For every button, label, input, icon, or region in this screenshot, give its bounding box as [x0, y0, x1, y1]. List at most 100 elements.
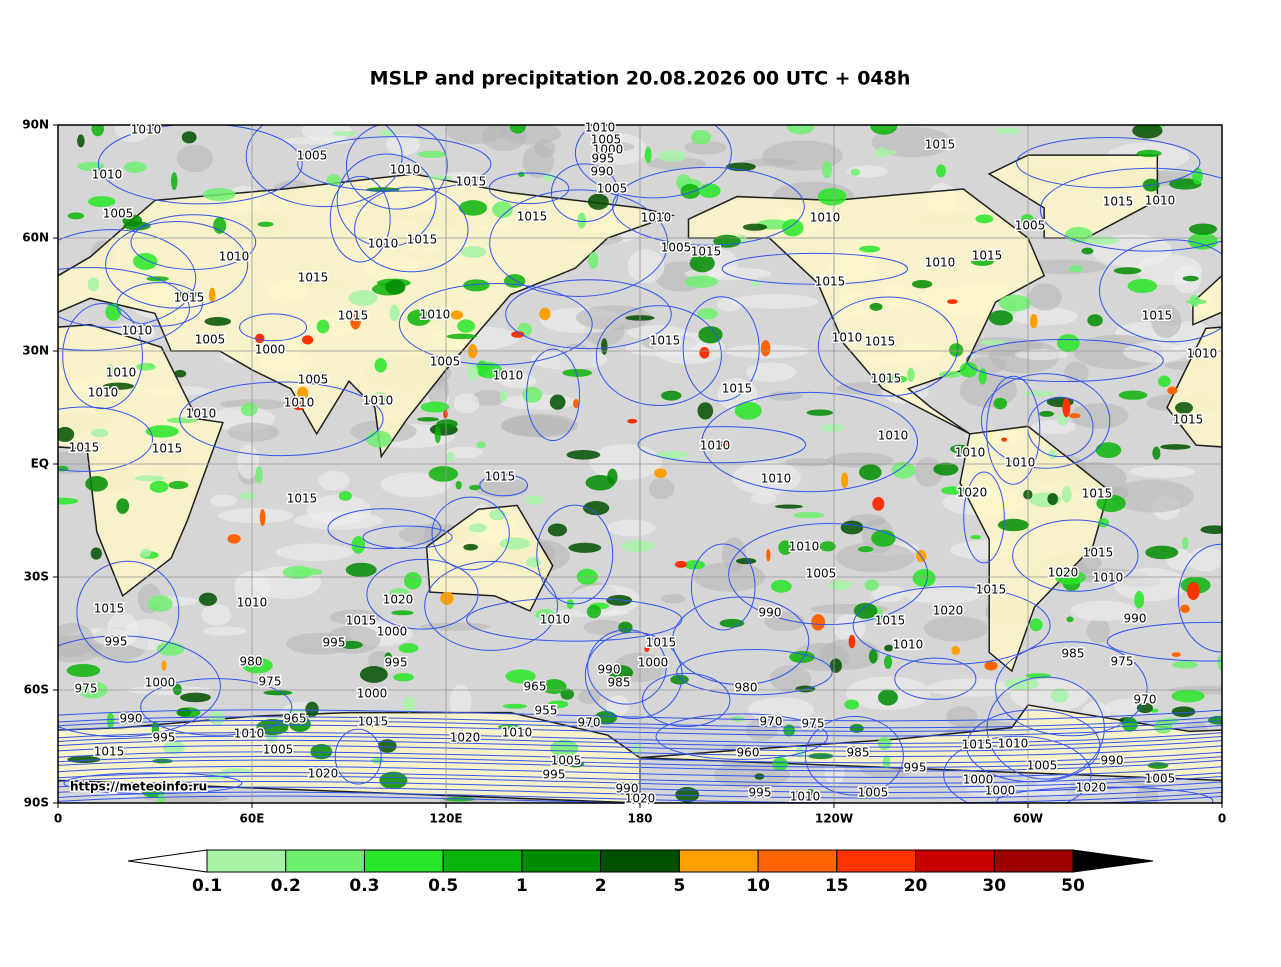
- precip: [503, 274, 526, 288]
- isobar-label: 1010: [1187, 347, 1218, 361]
- isobar: [612, 166, 805, 246]
- precip-heavy: [302, 335, 314, 345]
- precip: [58, 497, 79, 505]
- cloud: [964, 784, 1051, 798]
- cloud: [1022, 259, 1107, 275]
- precip: [436, 419, 458, 429]
- isobar-label: 975: [802, 717, 825, 731]
- isobar-label: 1015: [1083, 546, 1114, 560]
- isobar-label: 960: [737, 746, 760, 760]
- precip: [1171, 689, 1205, 703]
- isobar-label: 1015: [456, 175, 487, 189]
- isobar-label: 1005: [103, 207, 134, 221]
- precip: [208, 710, 226, 725]
- colorbar-box: [442, 849, 523, 873]
- cloud: [217, 508, 294, 524]
- precip: [1127, 278, 1158, 294]
- isobar-label: 1005: [551, 754, 582, 768]
- isobar-label: 1015: [646, 636, 677, 650]
- precip: [428, 466, 459, 482]
- isobar-label: 1015: [69, 441, 100, 455]
- isobar: [58, 786, 1222, 799]
- isobar-label: 1015: [1082, 487, 1113, 501]
- precip: [1096, 494, 1126, 513]
- precip: [789, 650, 815, 663]
- precip-heavy: [450, 310, 464, 320]
- precip: [1047, 449, 1058, 459]
- precip-heavy: [947, 299, 958, 305]
- precip: [583, 501, 610, 516]
- cloud: [471, 390, 506, 406]
- precip: [675, 787, 700, 803]
- precip: [644, 146, 652, 164]
- precip: [588, 251, 599, 269]
- precip: [868, 649, 878, 664]
- isobar: [58, 755, 1222, 768]
- isobar-label: 1015: [976, 583, 1007, 597]
- precip: [348, 290, 378, 306]
- colorbar-box: [206, 849, 287, 873]
- isobar: [424, 560, 559, 651]
- precip: [621, 540, 655, 553]
- isobar: [130, 214, 257, 270]
- isobar-label: 1005: [591, 133, 622, 147]
- colorbar-label: 5: [673, 876, 685, 896]
- isobar: [595, 305, 722, 407]
- isobar: [58, 724, 1222, 737]
- isobar-label: 1010: [1005, 456, 1036, 470]
- isobar-label: 1010: [540, 613, 571, 627]
- cloud: [717, 297, 742, 312]
- precip: [853, 602, 878, 619]
- precip-heavy: [654, 468, 667, 479]
- precip: [970, 257, 994, 266]
- isobar-label: 1015: [650, 334, 681, 348]
- precip-heavy: [161, 660, 167, 671]
- precip-heavy: [440, 591, 454, 605]
- precip: [1189, 294, 1200, 307]
- isobar-label: 1020: [625, 792, 656, 806]
- isobar-label: 1010: [219, 250, 250, 264]
- isobar: [116, 282, 203, 327]
- precip-heavy: [1062, 398, 1071, 418]
- precip: [995, 128, 1021, 135]
- precip: [166, 417, 197, 424]
- precip: [980, 339, 1006, 346]
- precip: [1081, 247, 1094, 255]
- cloud: [1111, 479, 1194, 513]
- title: MSLP and precipitation 20.08.2026 00 UTC…: [370, 68, 911, 90]
- precip: [87, 196, 116, 208]
- precip: [220, 768, 253, 773]
- isobar: [536, 504, 614, 605]
- x-tick-label: 0: [1218, 812, 1226, 826]
- precip: [518, 171, 525, 177]
- cloud: [326, 625, 381, 654]
- cloud: [871, 585, 906, 603]
- precip: [1050, 688, 1069, 703]
- cloud: [731, 294, 819, 309]
- precip: [338, 490, 353, 501]
- precip: [445, 451, 455, 462]
- precip: [134, 475, 165, 482]
- precip: [1160, 444, 1191, 450]
- precip: [774, 504, 804, 509]
- cloud: [294, 511, 383, 530]
- cloud: [589, 444, 662, 481]
- precip: [455, 480, 462, 490]
- isobar-label: 1015: [152, 442, 183, 456]
- cloud: [106, 612, 139, 647]
- cloud: [501, 413, 578, 438]
- precip: [463, 279, 490, 292]
- isobar: [297, 136, 492, 192]
- isobar: [239, 313, 308, 342]
- cloud: [731, 461, 801, 495]
- isobar-label: 1010: [420, 308, 451, 322]
- cloud: [722, 537, 747, 572]
- precip: [198, 592, 217, 606]
- isobar-label: 1015: [358, 715, 389, 729]
- precip: [263, 690, 293, 696]
- precip-heavy: [292, 401, 305, 411]
- cloud: [1070, 403, 1129, 429]
- precip: [874, 147, 888, 159]
- precip: [936, 164, 947, 178]
- precip: [751, 280, 760, 287]
